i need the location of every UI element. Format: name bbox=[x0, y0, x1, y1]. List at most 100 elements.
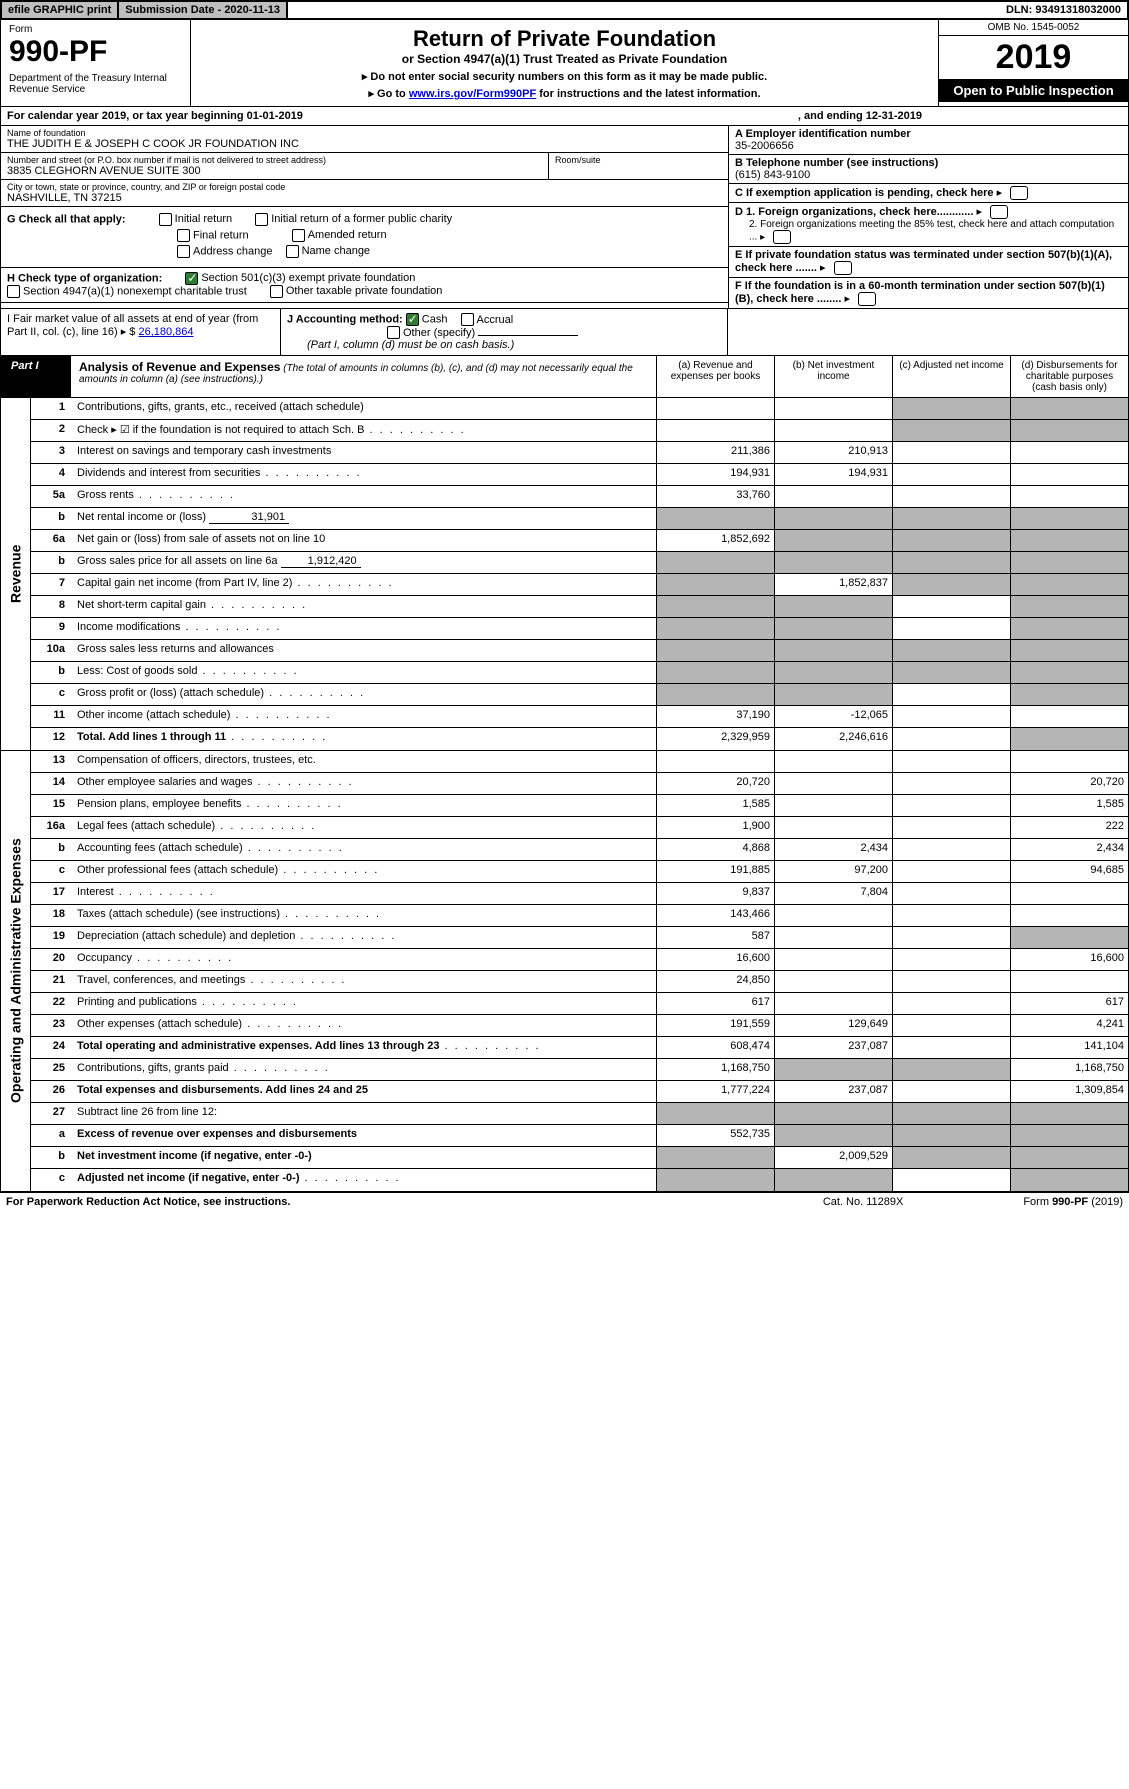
goto-note: ▸ Go to www.irs.gov/Form990PF for instru… bbox=[197, 87, 932, 100]
table-row: bLess: Cost of goods sold bbox=[31, 662, 1128, 684]
table-row: cGross profit or (loss) (attach schedule… bbox=[31, 684, 1128, 706]
room-label: Room/suite bbox=[548, 153, 728, 179]
table-row: 8Net short-term capital gain bbox=[31, 596, 1128, 618]
phone-label: B Telephone number (see instructions) bbox=[735, 157, 938, 169]
table-row: 6aNet gain or (loss) from sale of assets… bbox=[31, 530, 1128, 552]
table-row: bAccounting fees (attach schedule)4,8682… bbox=[31, 839, 1128, 861]
form-ref: Form 990-PF (2019) bbox=[1023, 1196, 1123, 1208]
d2-label: 2. Foreign organizations meeting the 85%… bbox=[749, 219, 1114, 243]
part1-tag: Part I bbox=[1, 356, 71, 397]
table-row: bNet rental income or (loss) 31,901 bbox=[31, 508, 1128, 530]
part1-header: Part I Analysis of Revenue and Expenses … bbox=[0, 356, 1129, 398]
chk-4947[interactable] bbox=[7, 285, 20, 298]
table-row: 20Occupancy16,60016,600 bbox=[31, 949, 1128, 971]
table-row: cOther professional fees (attach schedul… bbox=[31, 861, 1128, 883]
efile-print-button[interactable]: efile GRAPHIC print bbox=[2, 2, 119, 18]
chk-accrual[interactable] bbox=[461, 313, 474, 326]
city-label: City or town, state or province, country… bbox=[7, 182, 722, 192]
info-block: Name of foundation THE JUDITH E & JOSEPH… bbox=[0, 126, 1129, 309]
table-row: cAdjusted net income (if negative, enter… bbox=[31, 1169, 1128, 1191]
form-subtitle: or Section 4947(a)(1) Trust Treated as P… bbox=[197, 52, 932, 66]
col-a-hdr: (a) Revenue and expenses per books bbox=[656, 356, 774, 397]
side-expenses: Operating and Administrative Expenses bbox=[1, 751, 31, 1191]
table-row: 14Other employee salaries and wages20,72… bbox=[31, 773, 1128, 795]
chk-other-taxable[interactable] bbox=[270, 285, 283, 298]
table-row: 18Taxes (attach schedule) (see instructi… bbox=[31, 905, 1128, 927]
table-row: 27Subtract line 26 from line 12: bbox=[31, 1103, 1128, 1125]
table-row: 13Compensation of officers, directors, t… bbox=[31, 751, 1128, 773]
f-label: F If the foundation is in a 60-month ter… bbox=[735, 280, 1105, 305]
submission-date: Submission Date - 2020-11-13 bbox=[119, 2, 288, 18]
chk-f[interactable] bbox=[858, 292, 876, 306]
table-row: 17Interest9,8377,804 bbox=[31, 883, 1128, 905]
d1-label: D 1. Foreign organizations, check here..… bbox=[735, 206, 973, 218]
table-row: 1Contributions, gifts, grants, etc., rec… bbox=[31, 398, 1128, 420]
g-check: G Check all that apply: Initial return I… bbox=[1, 207, 728, 268]
table-row: 15Pension plans, employee benefits1,5851… bbox=[31, 795, 1128, 817]
chk-other-acct[interactable] bbox=[387, 326, 400, 339]
form-number: 990-PF bbox=[9, 35, 182, 69]
table-row: 19Depreciation (attach schedule) and dep… bbox=[31, 927, 1128, 949]
table-row: 10aGross sales less returns and allowanc… bbox=[31, 640, 1128, 662]
address: 3835 CLEGHORN AVENUE SUITE 300 bbox=[7, 165, 542, 177]
tax-year: 2019 bbox=[939, 36, 1128, 79]
fmv-value[interactable]: 26,180,864 bbox=[138, 326, 193, 338]
col-b-hdr: (b) Net investment income bbox=[774, 356, 892, 397]
form-header: Form 990-PF Department of the Treasury I… bbox=[0, 20, 1129, 107]
chk-final[interactable] bbox=[177, 229, 190, 242]
chk-e[interactable] bbox=[834, 261, 852, 275]
open-public: Open to Public Inspection bbox=[939, 79, 1128, 102]
chk-initial[interactable] bbox=[159, 213, 172, 226]
table-row: 7Capital gain net income (from Part IV, … bbox=[31, 574, 1128, 596]
table-row: 2Check ▸ ☑ if the foundation is not requ… bbox=[31, 420, 1128, 442]
table-row: 16aLegal fees (attach schedule)1,900222 bbox=[31, 817, 1128, 839]
table-row: 5aGross rents33,760 bbox=[31, 486, 1128, 508]
table-row: 9Income modifications bbox=[31, 618, 1128, 640]
expense-table: Operating and Administrative Expenses 13… bbox=[0, 751, 1129, 1192]
phone: (615) 843-9100 bbox=[735, 169, 1122, 181]
topbar: efile GRAPHIC print Submission Date - 20… bbox=[0, 0, 1129, 20]
chk-501c3[interactable] bbox=[185, 272, 198, 285]
table-row: 4Dividends and interest from securities1… bbox=[31, 464, 1128, 486]
side-revenue: Revenue bbox=[1, 398, 31, 750]
col-d-hdr: (d) Disbursements for charitable purpose… bbox=[1010, 356, 1128, 397]
table-row: 22Printing and publications617617 bbox=[31, 993, 1128, 1015]
chk-amended[interactable] bbox=[292, 229, 305, 242]
table-row: aExcess of revenue over expenses and dis… bbox=[31, 1125, 1128, 1147]
chk-d2[interactable] bbox=[773, 230, 791, 244]
chk-cash[interactable] bbox=[406, 313, 419, 326]
chk-c[interactable] bbox=[1010, 186, 1028, 200]
name-label: Name of foundation bbox=[7, 128, 722, 138]
calendar-year-row: For calendar year 2019, or tax year begi… bbox=[0, 107, 1129, 126]
h-check: H Check type of organization: Section 50… bbox=[1, 268, 728, 303]
chk-addr-change[interactable] bbox=[177, 245, 190, 258]
table-row: 25Contributions, gifts, grants paid1,168… bbox=[31, 1059, 1128, 1081]
ij-row: I Fair market value of all assets at end… bbox=[0, 309, 1129, 356]
table-row: 12Total. Add lines 1 through 112,329,959… bbox=[31, 728, 1128, 750]
e-label: E If private foundation status was termi… bbox=[735, 249, 1112, 274]
form-title: Return of Private Foundation bbox=[197, 26, 932, 52]
table-row: 24Total operating and administrative exp… bbox=[31, 1037, 1128, 1059]
dln: DLN: 93491318032000 bbox=[1000, 2, 1127, 18]
ein: 35-2006656 bbox=[735, 140, 1122, 152]
table-row: 11Other income (attach schedule)37,190-1… bbox=[31, 706, 1128, 728]
addr-label: Number and street (or P.O. box number if… bbox=[7, 155, 542, 165]
chk-d1[interactable] bbox=[990, 205, 1008, 219]
page-footer: For Paperwork Reduction Act Notice, see … bbox=[0, 1192, 1129, 1211]
city: NASHVILLE, TN 37215 bbox=[7, 192, 722, 204]
chk-name-change[interactable] bbox=[286, 245, 299, 258]
chk-initial-former[interactable] bbox=[255, 213, 268, 226]
irs-link[interactable]: www.irs.gov/Form990PF bbox=[409, 88, 536, 100]
form-label: Form bbox=[9, 24, 182, 35]
table-row: 26Total expenses and disbursements. Add … bbox=[31, 1081, 1128, 1103]
c-label: C If exemption application is pending, c… bbox=[735, 187, 994, 199]
foundation-name: THE JUDITH E & JOSEPH C COOK JR FOUNDATI… bbox=[7, 138, 722, 150]
ssn-note: ▸ Do not enter social security numbers o… bbox=[197, 70, 932, 83]
table-row: bGross sales price for all assets on lin… bbox=[31, 552, 1128, 574]
omb-number: OMB No. 1545-0052 bbox=[939, 20, 1128, 36]
i-label: I Fair market value of all assets at end… bbox=[7, 313, 258, 338]
ein-label: A Employer identification number bbox=[735, 128, 911, 140]
table-row: 23Other expenses (attach schedule)191,55… bbox=[31, 1015, 1128, 1037]
table-row: bNet investment income (if negative, ent… bbox=[31, 1147, 1128, 1169]
revenue-table: Revenue 1Contributions, gifts, grants, e… bbox=[0, 398, 1129, 751]
